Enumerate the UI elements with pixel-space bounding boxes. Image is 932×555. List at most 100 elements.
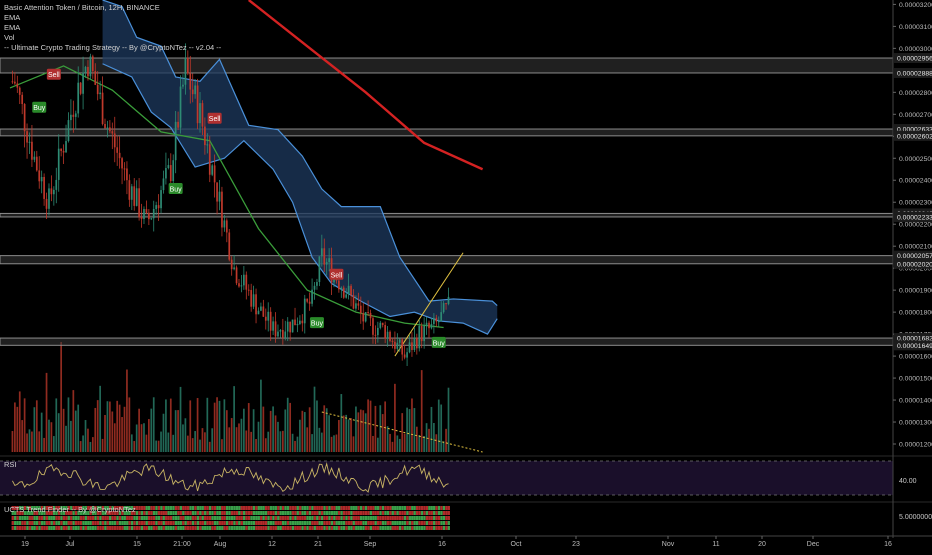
candle-body bbox=[415, 337, 418, 349]
trend-finder-cell bbox=[89, 521, 92, 525]
volume-bar bbox=[247, 403, 250, 452]
trend-finder-cell bbox=[398, 511, 402, 515]
trend-finder-cell bbox=[281, 506, 285, 510]
trend-finder-cell bbox=[328, 521, 331, 525]
price-tick-label: 0.00001500 bbox=[899, 376, 932, 383]
legend-ema-1: EMA bbox=[4, 13, 21, 22]
trend-finder-cell bbox=[45, 511, 48, 515]
volume-bar bbox=[306, 427, 309, 452]
trend-finder-cell bbox=[121, 526, 124, 530]
volume-bar bbox=[381, 414, 384, 452]
trend-finder-cell bbox=[313, 526, 316, 530]
volume-bar bbox=[367, 399, 369, 452]
trend-finder-cell bbox=[367, 526, 370, 530]
trend-finder-cell bbox=[126, 521, 129, 525]
price-tick-label: 0.00001400 bbox=[899, 398, 932, 405]
trend-finder-cell bbox=[50, 516, 53, 520]
trend-finder-cell bbox=[194, 526, 197, 530]
level-label-box bbox=[894, 67, 932, 78]
trend-finder-cell bbox=[279, 506, 282, 510]
trend-finder-cell bbox=[425, 521, 429, 525]
trend-finder-cell bbox=[109, 511, 112, 515]
volume-bar bbox=[272, 406, 274, 452]
trend-finder-cell bbox=[111, 516, 114, 520]
trend-finder-cell bbox=[330, 516, 334, 520]
volume-bar bbox=[423, 435, 425, 452]
volume-bar bbox=[43, 437, 45, 452]
trend-finder-cell bbox=[184, 516, 187, 520]
volume-bar bbox=[411, 398, 413, 452]
trend-finder-cell bbox=[235, 521, 239, 525]
trend-finder-cell bbox=[84, 526, 87, 530]
trend-finder-cell bbox=[196, 506, 200, 510]
trend-finder-cell bbox=[325, 506, 329, 510]
trend-finder-cell bbox=[165, 506, 168, 510]
trend-finder-cell bbox=[225, 511, 229, 515]
trend-finder-cell bbox=[425, 516, 429, 520]
trend-finder-cell bbox=[430, 526, 433, 530]
trend-finder-cell bbox=[286, 516, 290, 520]
trend-finder-cell bbox=[186, 521, 190, 525]
trend-finder-cell bbox=[277, 511, 280, 515]
trend-finder-cell bbox=[381, 511, 385, 515]
trend-finder-cell bbox=[82, 516, 85, 520]
trend-finder-cell bbox=[347, 506, 351, 510]
volume-bar bbox=[350, 418, 352, 452]
trend-finder-cell bbox=[145, 521, 148, 525]
trend-finder-cell bbox=[335, 521, 338, 525]
trend-finder-cell bbox=[96, 521, 100, 525]
trend-finder-cell bbox=[11, 511, 14, 515]
trend-finder-cell bbox=[160, 511, 163, 515]
trend-finder-cell bbox=[121, 506, 124, 510]
price-tick-label: 0.00002400 bbox=[899, 178, 932, 185]
trend-finder-cell bbox=[445, 506, 448, 510]
trend-finder-cell bbox=[306, 506, 309, 510]
trend-finder-cell bbox=[48, 526, 51, 530]
trend-finder-cell bbox=[325, 526, 329, 530]
trend-finder-cell bbox=[26, 521, 29, 525]
trend-finder-cell bbox=[272, 521, 275, 525]
trend-finder-cell bbox=[323, 521, 326, 525]
trend-finder-cell bbox=[169, 506, 173, 510]
candle-body bbox=[206, 144, 209, 146]
trend-finder-cell bbox=[230, 521, 234, 525]
trend-finder-cell bbox=[333, 526, 336, 530]
trend-finder-cell bbox=[391, 526, 394, 530]
trend-finder-cell bbox=[211, 521, 214, 525]
trend-finder-cell bbox=[204, 516, 207, 520]
trend-finder-cell bbox=[216, 511, 219, 515]
volume-bar bbox=[199, 439, 201, 452]
trend-finder-cell bbox=[60, 521, 63, 525]
volume-bar bbox=[255, 438, 257, 452]
trend-finder-cell bbox=[423, 506, 426, 510]
candle-body bbox=[91, 56, 94, 72]
trend-finder-cell bbox=[325, 516, 329, 520]
trend-finder-cell bbox=[179, 511, 182, 515]
trend-finder-cell bbox=[352, 521, 355, 525]
trend-finder-cell bbox=[221, 521, 224, 525]
trend-finder-cell bbox=[330, 521, 334, 525]
volume-bar bbox=[79, 441, 82, 452]
trend-finder-cell bbox=[257, 526, 260, 530]
trend-finder-cell bbox=[221, 511, 224, 515]
trend-finder-cell bbox=[50, 526, 53, 530]
trend-finder-cell bbox=[372, 526, 375, 530]
candle-body bbox=[433, 317, 435, 324]
trend-finder-cell bbox=[433, 516, 436, 520]
trend-finder-cell bbox=[52, 516, 56, 520]
trend-finder-cell bbox=[18, 521, 22, 525]
trend-finder-cell bbox=[362, 526, 365, 530]
trend-finder-cell bbox=[130, 526, 134, 530]
trend-finder-cell bbox=[233, 506, 236, 510]
trend-finder-cell bbox=[379, 511, 382, 515]
trend-finder-cell bbox=[116, 506, 119, 510]
volume-bar bbox=[99, 385, 101, 452]
volume-bar bbox=[281, 430, 284, 452]
trend-finder-cell bbox=[194, 506, 197, 510]
candle-body bbox=[403, 354, 406, 358]
volume-bar bbox=[208, 441, 211, 452]
trend-finder-cell bbox=[313, 521, 316, 525]
trend-finder-cell bbox=[286, 526, 290, 530]
